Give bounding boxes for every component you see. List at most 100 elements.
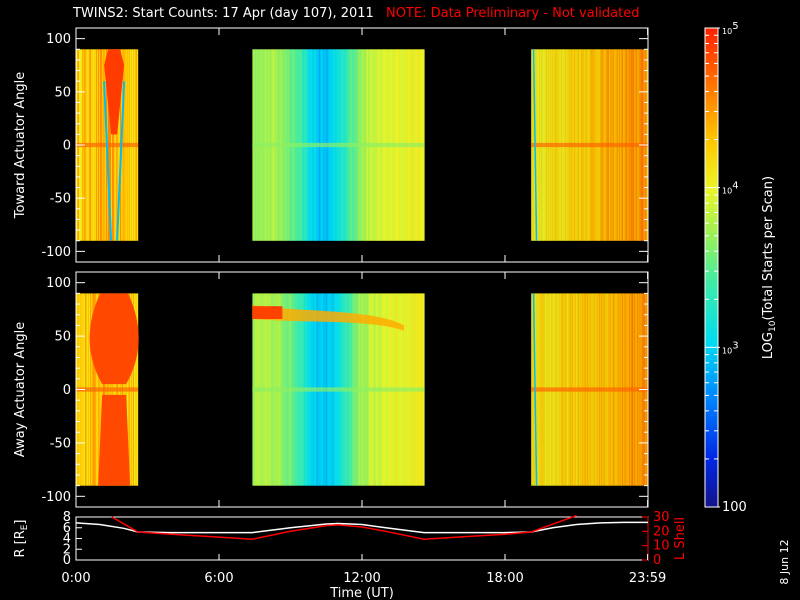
- away-panel: -100 -50 0 50 100 Away Actuator Angle: [13, 271, 649, 508]
- colorbar-step: [705, 379, 718, 384]
- colorbar-step: [705, 351, 718, 356]
- colorbar-step: [705, 167, 718, 173]
- colorbar-step: [705, 255, 718, 261]
- away-column: [423, 293, 425, 486]
- colorbar-step: [705, 95, 718, 101]
- colorbar-step: [705, 463, 718, 468]
- colorbar-step: [705, 491, 718, 496]
- xtick-label: 12:00: [343, 571, 380, 586]
- colorbar-step: [705, 235, 718, 241]
- away-hotspot: [89, 293, 139, 385]
- colorbar-step: [705, 435, 718, 440]
- toward-zero-stripe: [531, 142, 648, 148]
- toward-segment: [531, 49, 649, 241]
- away-ytick-label: -50: [50, 436, 71, 451]
- colorbar-step: [705, 47, 718, 53]
- away-ytick-label: 50: [54, 330, 71, 345]
- colorbar-step: [705, 115, 718, 121]
- colorbar-step: [705, 419, 718, 424]
- away-ytick-label: 100: [46, 276, 71, 291]
- l-ytick-label: 0: [653, 553, 661, 568]
- colorbar-step: [705, 447, 718, 452]
- colorbar-step: [705, 287, 718, 293]
- colorbar-label: LOG10(Total Starts per Scan): [761, 176, 778, 359]
- colorbar-step: [705, 31, 718, 37]
- colorbar-step: [705, 107, 718, 113]
- colorbar-step: [705, 339, 718, 344]
- colorbar-step: [705, 459, 718, 464]
- colorbar-step: [705, 175, 718, 181]
- away-zero-stripe: [76, 387, 138, 392]
- toward-ytick-label: -50: [50, 192, 71, 207]
- r-ytick-label: 8: [63, 510, 71, 525]
- colorbar-step: [705, 271, 718, 277]
- colorbar-step: [705, 391, 718, 396]
- colorbar-step: [705, 295, 718, 301]
- colorbar-step: [705, 479, 718, 484]
- toward-edge: [116, 81, 126, 241]
- colorbar-step: [705, 279, 718, 285]
- colorbar-step: [705, 71, 718, 77]
- toward-zero-stripe: [252, 142, 424, 148]
- colorbar-step: [705, 343, 718, 348]
- colorbar-step: [705, 387, 718, 392]
- colorbar-step: [705, 39, 718, 45]
- colorbar-step: [705, 155, 718, 161]
- colorbar-step: [705, 183, 718, 189]
- away-ytick-label: -100: [41, 490, 71, 505]
- colorbar-step: [705, 467, 718, 472]
- colorbar-step: [705, 103, 718, 109]
- colorbar-step: [705, 291, 718, 297]
- colorbar-step: [705, 439, 718, 444]
- l-ytick-label: 30: [653, 510, 670, 525]
- colorbar-step: [705, 43, 718, 49]
- toward-segment-edge: [532, 49, 538, 241]
- colorbar-step: [705, 363, 718, 368]
- orbit-frame: [75, 516, 649, 561]
- colorbar-step: [705, 451, 718, 456]
- l-ytick-label: 10: [653, 539, 670, 554]
- away-segment: [531, 293, 649, 486]
- colorbar-step: [705, 251, 718, 257]
- colorbar-step: [705, 55, 718, 61]
- colorbar-step: [705, 275, 718, 281]
- colorbar-step: [705, 359, 718, 364]
- colorbar-step: [705, 87, 718, 93]
- away-ytick-label: 0: [63, 383, 71, 398]
- colorbar-step: [705, 283, 718, 289]
- colorbar-tick-label: 100: [722, 500, 747, 515]
- colorbar-step: [705, 411, 718, 416]
- r-ytick-label: 2: [63, 542, 71, 557]
- colorbar-step: [705, 28, 718, 33]
- colorbar-step: [705, 163, 718, 169]
- colorbar-step: [705, 35, 718, 41]
- colorbar-step: [705, 243, 718, 249]
- toward-column: [423, 49, 425, 241]
- colorbar-step: [705, 151, 718, 157]
- away-zero-stripe: [252, 387, 424, 392]
- colorbar-step: [705, 219, 718, 225]
- colorbar-step: [705, 215, 718, 221]
- colorbar-step: [705, 483, 718, 488]
- colorbar-step: [705, 455, 718, 460]
- colorbar-step: [705, 431, 718, 436]
- away-zero-stripe: [531, 387, 648, 392]
- toward-hotspot: [104, 49, 125, 135]
- toward-panel: -100 -50 0 50 100 Toward Actuator Angle: [13, 27, 649, 263]
- colorbar-step: [705, 179, 718, 185]
- colorbar-step: [705, 263, 718, 269]
- colorbar-step: [705, 199, 718, 205]
- colorbar-step: [705, 403, 718, 408]
- colorbar-step: [705, 207, 718, 213]
- colorbar-step: [705, 415, 718, 420]
- colorbar-step: [705, 267, 718, 273]
- colorbar-tick-label: 103: [722, 340, 739, 355]
- l-shell-axis-label: L Shell: [673, 517, 688, 560]
- colorbar-step: [705, 195, 718, 201]
- r-ytick-label: 4: [63, 532, 71, 547]
- colorbar-step: [705, 67, 718, 73]
- away-band: [252, 305, 404, 331]
- colorbar-step: [705, 399, 718, 404]
- colorbar-step: [705, 139, 718, 145]
